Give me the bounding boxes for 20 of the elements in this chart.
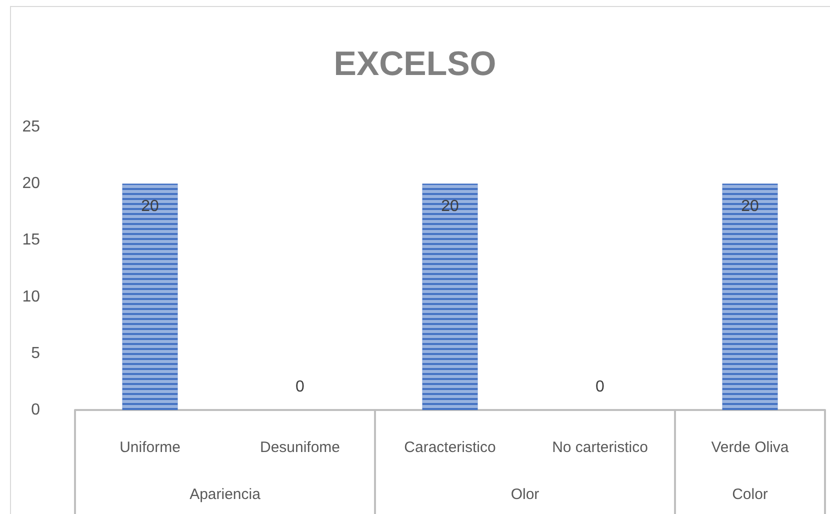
data-label: 20: [441, 198, 459, 216]
x-tick-label: Desunifome: [260, 439, 340, 456]
x-tick-label: Verde Oliva: [711, 439, 790, 456]
text: Color: [732, 486, 768, 503]
y-tick-label: 0: [31, 402, 40, 418]
text: Apariencia: [190, 486, 262, 503]
x-tick-label: Caracteristico: [404, 439, 496, 456]
x-tick-label: No carteristico: [552, 439, 648, 456]
y-tick-label: 15: [22, 232, 40, 249]
text: Olor: [510, 486, 540, 503]
y-tick-label: 25: [22, 118, 40, 136]
y-tick-label: 20: [22, 175, 40, 192]
chart-title: EXCELSO: [334, 45, 496, 83]
data-label: 20: [741, 198, 759, 216]
data-label: 0: [296, 378, 305, 396]
y-tick-label: 5: [31, 344, 40, 362]
y-tick-label: 10: [22, 288, 40, 306]
data-label: 20: [141, 198, 159, 216]
x-tick-label: Uniforme: [120, 439, 180, 456]
data-label: 0: [596, 378, 605, 396]
